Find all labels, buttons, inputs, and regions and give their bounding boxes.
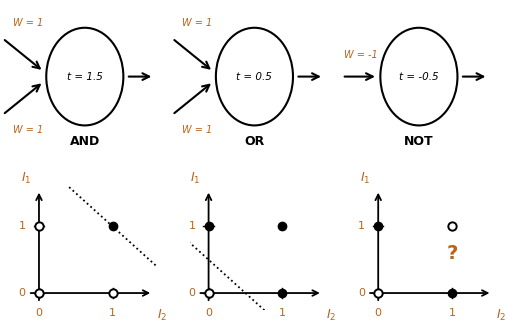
Text: t = 0.5: t = 0.5	[236, 72, 272, 82]
Text: 1: 1	[448, 308, 455, 318]
Ellipse shape	[216, 28, 293, 126]
Text: 1: 1	[279, 308, 286, 318]
Text: $I_2$: $I_2$	[157, 308, 167, 323]
Text: 1: 1	[109, 308, 116, 318]
Text: $I_2$: $I_2$	[326, 308, 337, 323]
Text: ?: ?	[446, 243, 457, 263]
Text: 1: 1	[358, 221, 365, 231]
Text: 0: 0	[205, 308, 212, 318]
Text: 0: 0	[35, 308, 43, 318]
Text: $I_1$: $I_1$	[190, 171, 200, 186]
Text: AND: AND	[70, 135, 100, 148]
Text: t = -0.5: t = -0.5	[399, 72, 439, 82]
Ellipse shape	[46, 28, 123, 126]
Text: W = 1: W = 1	[13, 125, 43, 135]
Text: 0: 0	[375, 308, 382, 318]
Text: $I_1$: $I_1$	[21, 171, 31, 186]
Text: NOT: NOT	[404, 135, 434, 148]
Text: $I_2$: $I_2$	[496, 308, 506, 323]
Text: W = 1: W = 1	[182, 18, 213, 28]
Ellipse shape	[380, 28, 457, 126]
Text: W = 1: W = 1	[13, 18, 43, 28]
Text: t = 1.5: t = 1.5	[67, 72, 103, 82]
Text: W = 1: W = 1	[182, 125, 213, 135]
Text: 0: 0	[188, 288, 195, 298]
Text: 0: 0	[358, 288, 365, 298]
Text: 1: 1	[188, 221, 195, 231]
Text: 1: 1	[19, 221, 26, 231]
Text: 0: 0	[19, 288, 26, 298]
Text: W = -1: W = -1	[344, 50, 378, 60]
Text: $I_1$: $I_1$	[360, 171, 370, 186]
Text: OR: OR	[244, 135, 265, 148]
